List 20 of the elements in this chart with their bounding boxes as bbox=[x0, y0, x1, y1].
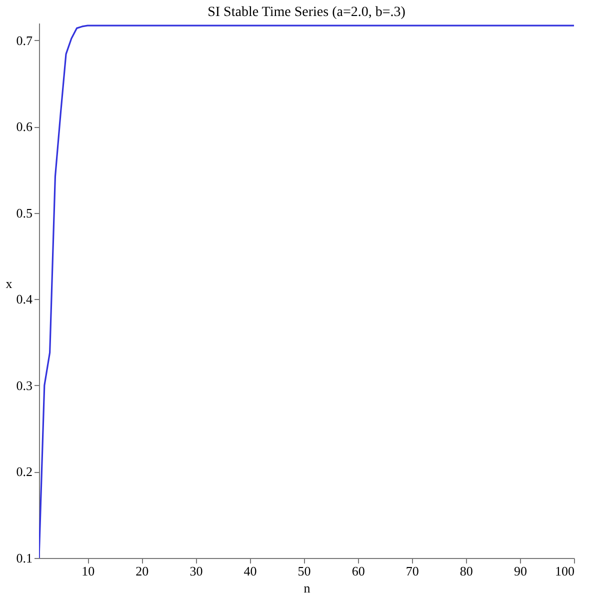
y-tick-label: 0.1 bbox=[16, 550, 32, 566]
y-axis-title: x bbox=[6, 276, 13, 291]
y-tick-label: 0.2 bbox=[16, 464, 32, 480]
x-tick-label: 10 bbox=[82, 564, 95, 578]
y-tick-label: 0.5 bbox=[16, 205, 32, 220]
y-tick-label: 0.7 bbox=[16, 32, 33, 48]
y-tick-label: 0.4 bbox=[16, 292, 33, 307]
x-tick-label: 60 bbox=[352, 564, 365, 578]
x-tick-label: 90 bbox=[514, 564, 527, 578]
x-tick-label: 50 bbox=[298, 564, 311, 578]
x-tick-label: 80 bbox=[460, 564, 473, 578]
y-tick-label: 0.6 bbox=[16, 119, 33, 134]
x-tick-label: 30 bbox=[190, 564, 203, 578]
x-tick-label: 20 bbox=[136, 564, 149, 578]
x-axis-title: n bbox=[304, 580, 311, 596]
x-tick-label: 40 bbox=[244, 564, 257, 578]
y-tick-label: 0.3 bbox=[16, 378, 32, 393]
x-tick-label: 100 bbox=[555, 564, 574, 578]
chart-title: SI Stable Time Series (a=2.0, b=.3) bbox=[208, 5, 406, 20]
x-tick-label: 70 bbox=[406, 564, 419, 578]
